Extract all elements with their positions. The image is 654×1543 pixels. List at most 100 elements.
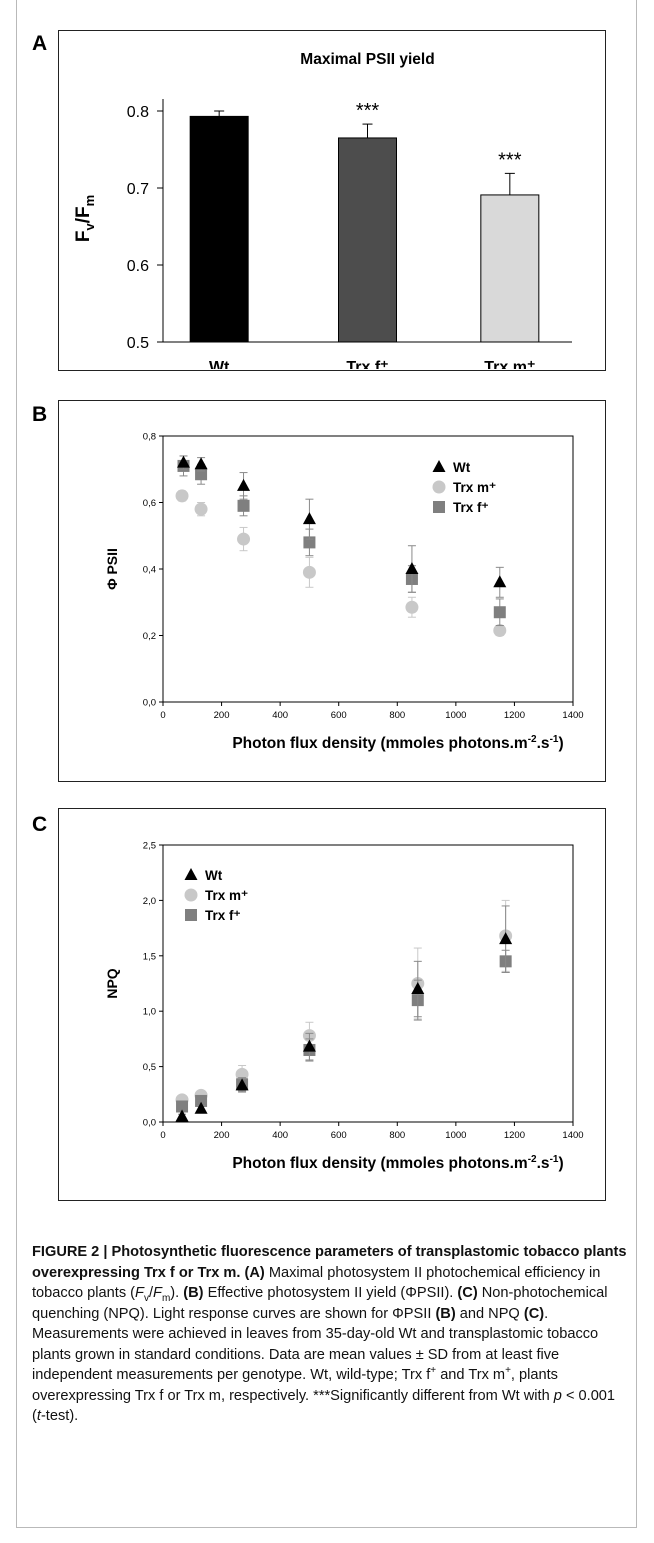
caption-text: ).	[170, 1285, 184, 1301]
y-tick-label: 0,0	[143, 1118, 156, 1129]
point-trx-f	[195, 1094, 208, 1107]
point-trx-m	[405, 600, 419, 614]
point-wt	[237, 478, 251, 491]
caption-text: and NPQ	[455, 1305, 524, 1322]
legend-label: Wt	[205, 868, 223, 883]
y-tick-label: 0,0	[143, 698, 156, 709]
legend-label: Trx f⁺	[205, 908, 241, 923]
x-tick-label: 0	[160, 1130, 165, 1141]
legend-label: Trx m⁺	[453, 480, 496, 495]
x-tick-label: 200	[214, 710, 230, 721]
caption-text: , plants overexpressing Trx f or Trx m, …	[32, 1367, 558, 1404]
x-tick-label: 1400	[562, 1130, 583, 1141]
legend-marker-trx-f	[185, 909, 197, 921]
x-axis-label: Photon flux density (mmoles photons.m-2.…	[232, 1154, 563, 1172]
point-wt	[235, 1078, 249, 1091]
caption-text: Maximal photosystem II photochemical eff…	[32, 1264, 601, 1302]
plot-area	[162, 844, 574, 1123]
x-tick-label: 600	[331, 1130, 347, 1141]
point-wt	[302, 512, 316, 525]
point-trx-m	[237, 532, 251, 546]
point-wt	[405, 562, 419, 574]
point-trx-f	[237, 499, 250, 512]
caption-italic: F	[135, 1285, 144, 1301]
bar-wt	[189, 115, 249, 343]
caption-tag-a: (A)	[244, 1264, 265, 1281]
x-tick-label: 600	[331, 710, 347, 721]
legend-marker-trx-m	[184, 888, 198, 902]
x-tick-label: Trx m⁺	[484, 359, 535, 369]
y-tick-label: 0,8	[143, 432, 156, 443]
point-wt	[175, 1109, 189, 1122]
y-tick-label: 2,5	[143, 841, 156, 852]
point-wt	[302, 1039, 316, 1052]
caption-tag-b: (B)	[183, 1285, 204, 1301]
plot-area	[162, 435, 574, 703]
y-tick-label: 0.5	[127, 335, 149, 352]
x-tick-label: 1200	[504, 710, 525, 721]
y-tick-label: 0,5	[143, 1062, 156, 1073]
caption-text: Non-photochemical quenching (NPQ). Light…	[32, 1285, 608, 1322]
caption-sub: m	[161, 1292, 171, 1304]
y-tick-label: 2,0	[143, 896, 156, 907]
figure-caption: FIGURE 2 | Photosynthetic fluorescence p…	[32, 1242, 632, 1427]
point-trx-m	[194, 502, 208, 516]
caption-text: Effective photosystem II yield (ΦPSII).	[203, 1285, 458, 1301]
caption-italic: p	[553, 1387, 562, 1404]
x-tick-label: 200	[214, 1130, 230, 1141]
panel-label-a: A	[32, 32, 48, 55]
panel-c: 0,0 0,5 1,0 1,5 2,0 2,5 0 200 400 600 800 1000 1200 1…	[58, 808, 606, 1201]
legend-marker-wt	[184, 868, 198, 880]
y-axis-label: NPQ	[104, 968, 120, 998]
legend-marker-wt	[432, 460, 446, 472]
panel-label-c: C	[32, 813, 48, 836]
significance-label: ***	[498, 149, 522, 171]
point-trx-f	[493, 606, 506, 619]
x-tick-label: 1400	[562, 710, 583, 721]
point-trx-m	[175, 489, 189, 503]
point-trx-f	[176, 1100, 189, 1113]
point-wt	[493, 575, 507, 588]
x-tick-label: 1000	[445, 710, 466, 721]
legend-marker-trx-m	[432, 480, 446, 494]
point-wt	[499, 932, 513, 945]
scatter-chart-c: 0,0 0,5 1,0 1,5 2,0 2,5 0 200 400 600 800 1000 1200 1…	[104, 841, 584, 1173]
caption-sub: v	[143, 1292, 149, 1304]
caption-text: -test).	[40, 1408, 79, 1424]
y-axis-label: Φ PSII	[104, 548, 120, 590]
point-trx-m	[302, 565, 316, 579]
y-tick-label: 0,6	[143, 498, 156, 509]
caption-text: and Trx m	[436, 1367, 506, 1383]
x-tick-label: Trx f⁺	[346, 359, 388, 369]
caption-text: . Measurements were achieved in leaves f…	[32, 1305, 599, 1384]
legend-label: Trx f⁺	[453, 500, 489, 515]
caption-tag-c: (C)	[457, 1285, 478, 1301]
y-tick-label: 0.8	[127, 104, 149, 121]
y-tick-label: 0,4	[143, 565, 156, 576]
legend-marker-trx-f	[433, 501, 445, 513]
caption-text: < 0.001 (	[32, 1387, 616, 1425]
figure-label: FIGURE 2 |	[32, 1244, 112, 1260]
x-tick-label: 0	[160, 710, 165, 721]
caption-title: Photosynthetic fluorescence parameters o…	[32, 1244, 627, 1281]
x-tick-label: Wt	[209, 359, 230, 369]
caption-italic: F	[153, 1285, 162, 1301]
panel-label-b: B	[32, 403, 48, 426]
point-wt	[194, 1101, 208, 1114]
x-tick-label: 1200	[504, 1130, 525, 1141]
chart-title: Maximal PSII yield	[300, 51, 434, 68]
y-tick-label: 1,0	[143, 1007, 156, 1018]
caption-sup: +	[430, 1365, 437, 1377]
y-tick-label: 0.6	[127, 258, 149, 275]
x-tick-label: 800	[389, 1130, 405, 1141]
legend-label: Wt	[453, 460, 471, 475]
caption-italic: t	[36, 1408, 41, 1424]
caption-tag-c: (C)	[523, 1305, 545, 1322]
x-tick-label: 400	[272, 1130, 288, 1141]
y-tick-label: 0,2	[143, 631, 156, 642]
caption-sup: +	[505, 1365, 511, 1377]
x-axis-label: Photon flux density (mmoles photons.m-2.…	[232, 734, 563, 752]
x-tick-label: 800	[389, 710, 405, 721]
legend-label: Trx m⁺	[205, 888, 248, 903]
figure-frame	[16, 0, 637, 1528]
